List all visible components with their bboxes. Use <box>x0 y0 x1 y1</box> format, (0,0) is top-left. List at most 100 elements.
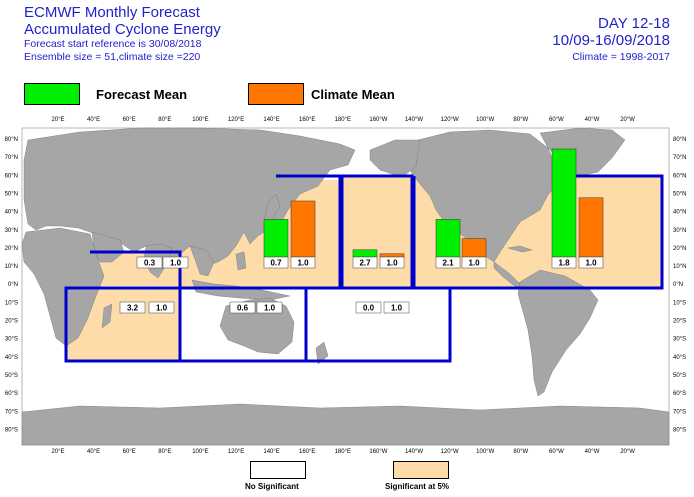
north-indian-forecast-value: 0.3 <box>144 259 156 268</box>
western-north-pacific-values: 0.7 1.0 <box>263 256 316 269</box>
africa <box>21 227 105 347</box>
lon-label-top: 160°W <box>369 117 387 123</box>
value-boxes: 0.3 1.0 3.2 1.0 0.6 1.0 0.0 1.0 0.7 1.0 … <box>119 256 604 314</box>
eurasia <box>23 127 356 267</box>
lon-label-bottom: 40°E <box>87 449 100 455</box>
eastern-north-pacific-climate-bar <box>461 238 487 258</box>
lat-label-right: 50°S <box>673 373 686 379</box>
cuba <box>507 245 533 253</box>
lat-label-left: 10°N <box>5 264 18 270</box>
lon-label-bottom: 120°E <box>228 449 244 455</box>
lon-label-bottom: 140°W <box>405 449 423 455</box>
lat-label-left: 50°S <box>5 373 18 379</box>
lon-label-top: 40°W <box>585 117 600 123</box>
western-north-pacific-forecast-value: 0.7 <box>270 259 282 268</box>
lat-label-right: 30°S <box>673 337 686 343</box>
south-pacific-climate-value: 1.0 <box>391 304 403 313</box>
north-atlantic-climate-bar <box>578 197 604 258</box>
lat-label-right: 80°S <box>673 427 686 433</box>
lat-label-left: 30°S <box>5 337 18 343</box>
not-significant-swatch <box>250 461 306 479</box>
south-west-indian-forecast-value: 3.2 <box>127 304 139 313</box>
lon-label-top: 80°E <box>158 117 171 123</box>
lon-label-bottom: 40°W <box>585 449 600 455</box>
western-north-pacific-climate-bar <box>290 200 316 258</box>
lon-label-top: 60°E <box>123 117 136 123</box>
lat-label-right: 20°S <box>673 319 686 325</box>
north-atlantic-values: 1.8 1.0 <box>551 256 604 269</box>
ensemble-size: Ensemble size = 51,climate size =220 <box>24 51 201 63</box>
lat-label-left: 80°N <box>5 137 18 143</box>
central-north-pacific-forecast-value: 2.7 <box>359 259 371 268</box>
australian-climate-value: 1.0 <box>264 304 276 313</box>
lon-label-top: 140°E <box>263 117 279 123</box>
philippines <box>235 251 247 271</box>
indonesia <box>191 279 291 301</box>
lat-label-left: 20°S <box>5 319 18 325</box>
central-north-pacific-climate-value: 1.0 <box>386 259 398 268</box>
lon-label-top: 80°W <box>513 117 528 123</box>
lat-label-left: 60°N <box>5 173 18 179</box>
lon-label-top: 180°E <box>335 117 351 123</box>
central-north-pacific-values: 2.7 1.0 <box>352 256 405 269</box>
north-atlantic-forecast-bar <box>551 148 577 258</box>
lon-label-bottom: 180°E <box>335 449 351 455</box>
lon-label-bottom: 160°E <box>299 449 315 455</box>
lon-label-bottom: 100°E <box>192 449 208 455</box>
lon-label-top: 20°E <box>51 117 64 123</box>
eastern-north-pacific-forecast-value: 2.1 <box>442 259 454 268</box>
title-line-2: Accumulated Cyclone Energy <box>24 21 221 38</box>
lat-label-right: 70°N <box>673 155 686 161</box>
lat-label-left: 70°S <box>5 409 18 415</box>
lon-label-top: 100°W <box>476 117 494 123</box>
lon-label-bottom: 160°W <box>369 449 387 455</box>
lat-label-left: 10°S <box>5 300 18 306</box>
japan <box>263 193 281 223</box>
lon-label-bottom: 20°E <box>51 449 64 455</box>
lat-label-right: 60°N <box>673 173 686 179</box>
lat-label-left: 70°N <box>5 155 18 161</box>
lat-label-left: 30°N <box>5 228 18 234</box>
lat-label-left: 40°N <box>5 210 18 216</box>
south-pacific-forecast-value: 0.0 <box>363 304 375 313</box>
date-range: 10/09-16/09/2018 <box>552 32 670 49</box>
longitude-labels-top: 20°E 40°E 60°E 80°E 100°E 120°E 140°E 160°E 180°… <box>51 117 635 123</box>
australian-values: 0.6 1.0 <box>229 301 283 314</box>
south-west-indian-values: 3.2 1.0 <box>119 301 175 314</box>
eastern-north-pacific-border <box>412 176 528 290</box>
eastern-north-pacific-values: 2.1 1.0 <box>435 256 487 269</box>
north-atlantic-forecast-value: 1.8 <box>558 259 570 268</box>
south-west-indian-climate-value: 1.0 <box>156 304 168 313</box>
central-north-pacific-forecast-bar <box>352 249 378 258</box>
lat-label-right: 40°S <box>673 355 686 361</box>
title-line-1: ECMWF Monthly Forecast <box>24 4 200 21</box>
lat-label-left: 0°N <box>8 282 18 288</box>
lon-label-top: 140°W <box>405 117 423 123</box>
forecast-mean-label: Forecast Mean <box>96 87 188 102</box>
lat-label-left: 40°S <box>5 355 18 361</box>
lon-label-bottom: 20°W <box>620 449 635 455</box>
lon-label-bottom: 80°E <box>158 449 171 455</box>
lon-label-bottom: 80°W <box>513 449 528 455</box>
lat-label-right: 50°N <box>673 191 686 197</box>
lat-label-right: 30°N <box>673 228 686 234</box>
lon-label-top: 60°W <box>549 117 564 123</box>
latitude-labels-right: 80°N 70°N 60°N 50°N 40°N 30°N 20°N 10°N 0°N 10°S 2… <box>673 137 686 433</box>
lon-label-top: 120°E <box>228 117 244 123</box>
lat-label-left: 80°S <box>5 427 18 433</box>
forecast-reference: Forecast start reference is 30/08/2018 <box>24 38 202 50</box>
lon-label-bottom: 140°E <box>263 449 279 455</box>
western-north-pacific-border <box>180 174 342 290</box>
longitude-labels-bottom: 20°E 40°E 60°E 80°E 100°E 120°E 140°E 160°E 180°… <box>51 449 635 455</box>
north-indian-climate-value: 1.0 <box>170 259 182 268</box>
antarctica <box>21 403 670 446</box>
lat-label-right: 20°N <box>673 246 686 252</box>
central-north-pacific-fill <box>342 176 412 288</box>
lon-label-top: 40°E <box>87 117 100 123</box>
lat-label-right: 10°N <box>673 264 686 270</box>
lon-label-bottom: 60°W <box>549 449 564 455</box>
north-atlantic-climate-value: 1.0 <box>585 259 597 268</box>
lat-label-left: 50°N <box>5 191 18 197</box>
climate-mean-swatch <box>248 83 304 105</box>
north-atlantic-border <box>528 174 664 290</box>
